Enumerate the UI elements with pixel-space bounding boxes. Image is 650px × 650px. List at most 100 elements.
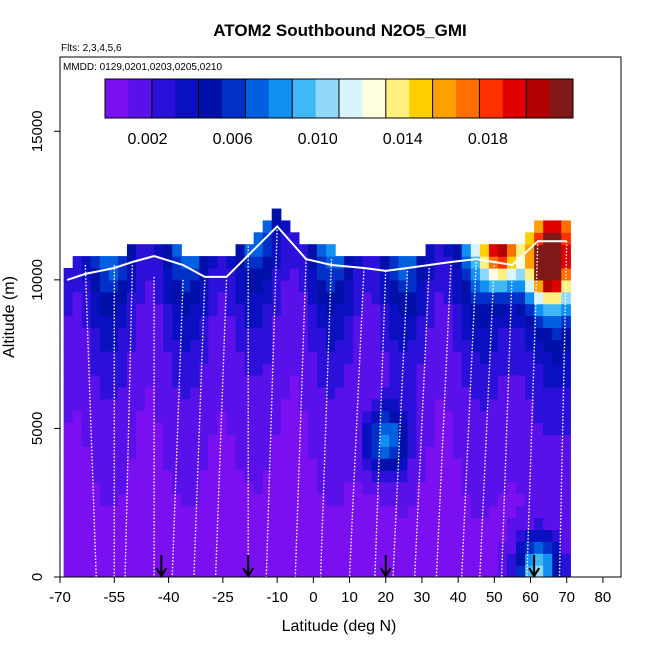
heatmap-cell [99,458,110,471]
sounding-line [319,259,333,577]
heatmap-cell [190,386,200,400]
heatmap-cell [190,410,200,424]
heatmap-cell [199,398,209,412]
heatmap-cell [470,244,481,257]
heatmap-cell [389,279,400,293]
heatmap-cell [398,505,409,519]
heatmap-cell [335,493,345,507]
heatmap-cell [434,279,445,293]
heatmap-cell [443,422,454,435]
heatmap-cell [298,279,309,293]
heatmap-cell [371,279,381,293]
heatmap-cell [126,541,137,554]
heatmap-cell [497,339,508,352]
heatmap-cell [190,267,200,281]
heatmap-cell [452,339,463,352]
heatmap-cell [253,470,264,483]
heatmap-cell [307,279,318,293]
heatmap-cell [543,398,553,412]
heatmap-cell [253,339,264,352]
heatmap-cell [516,351,526,364]
heatmap-cell [190,565,200,577]
heatmap-cell [154,244,164,257]
heatmap-cell [163,327,173,340]
heatmap-cell [280,422,291,435]
heatmap-cell [371,291,381,305]
heatmap-cell [525,279,535,293]
heatmap-cell [226,327,237,340]
heatmap-cell [154,517,164,531]
heatmap-cell [344,398,354,412]
heatmap-cell [380,386,390,400]
heatmap-cell [172,481,182,495]
heatmap-cell [543,232,553,245]
heatmap-cell [488,505,499,519]
heatmap-cell [371,363,381,376]
heatmap [63,208,571,577]
heatmap-cell [136,351,146,364]
heatmap-cell [217,256,228,269]
heatmap-cell [181,256,191,269]
sounding-line [435,264,452,577]
heatmap-cell [271,279,282,293]
heatmap-cell [217,303,228,317]
heatmap-cell [407,481,418,495]
heatmap-cell [543,529,553,542]
heatmap-cell [126,339,137,352]
heatmap-cell [561,363,571,376]
heatmap-cell [126,493,137,507]
heatmap-cell [326,398,336,412]
heatmap-cell [316,363,327,376]
heatmap-cell [353,303,363,317]
heatmap-cell [561,398,571,412]
heatmap-cell [208,481,219,495]
colorbar-segment [339,79,363,118]
heatmap-cell [136,541,146,554]
heatmap-cell [470,553,481,566]
heatmap-cell [253,315,264,328]
heatmap-cell [479,315,490,328]
heatmap-cell [217,458,228,471]
heatmap-cell [534,517,544,531]
heatmap-cell [335,434,345,447]
heatmap-cell [136,398,146,412]
heatmap-cell [199,363,209,376]
heatmap-cell [506,351,517,364]
heatmap-cell [117,529,128,542]
heatmap-cell [289,422,300,435]
heatmap-cell [117,517,128,531]
heatmap-cell [362,565,372,577]
heatmap-cell [479,541,490,554]
heatmap-cell [81,505,92,519]
heatmap-cell [298,565,309,577]
heatmap-cell [271,267,282,281]
heatmap-cell [561,470,571,483]
heatmap-cell [190,458,200,471]
colorbar-tick-label: 0.002 [127,131,167,148]
heatmap-cell [208,256,219,269]
heatmap-cell [479,422,490,435]
heatmap-cell [461,565,472,577]
heatmap-cell [452,303,463,317]
heatmap-cell [235,470,246,483]
sounding-line [124,264,134,577]
heatmap-cell [271,529,282,542]
heatmap-cell [136,434,146,447]
heatmap-cell [525,267,535,281]
heatmap-cell [145,434,155,447]
heatmap-cell [353,386,363,400]
heatmap-cell [280,303,291,317]
heatmap-cell [117,339,128,352]
heatmap-cell [280,541,291,554]
heatmap-cell [534,374,544,388]
heatmap-cell [561,458,571,471]
heatmap-cell [126,303,137,317]
heatmap-cell [316,422,327,435]
heatmap-cell [552,339,562,352]
heatmap-cell [126,458,137,471]
heatmap-cell [407,493,418,507]
heatmap-cell [470,327,481,340]
heatmap-cell [506,446,517,459]
colorbar-segment [502,79,527,118]
sounding-line [171,279,184,577]
